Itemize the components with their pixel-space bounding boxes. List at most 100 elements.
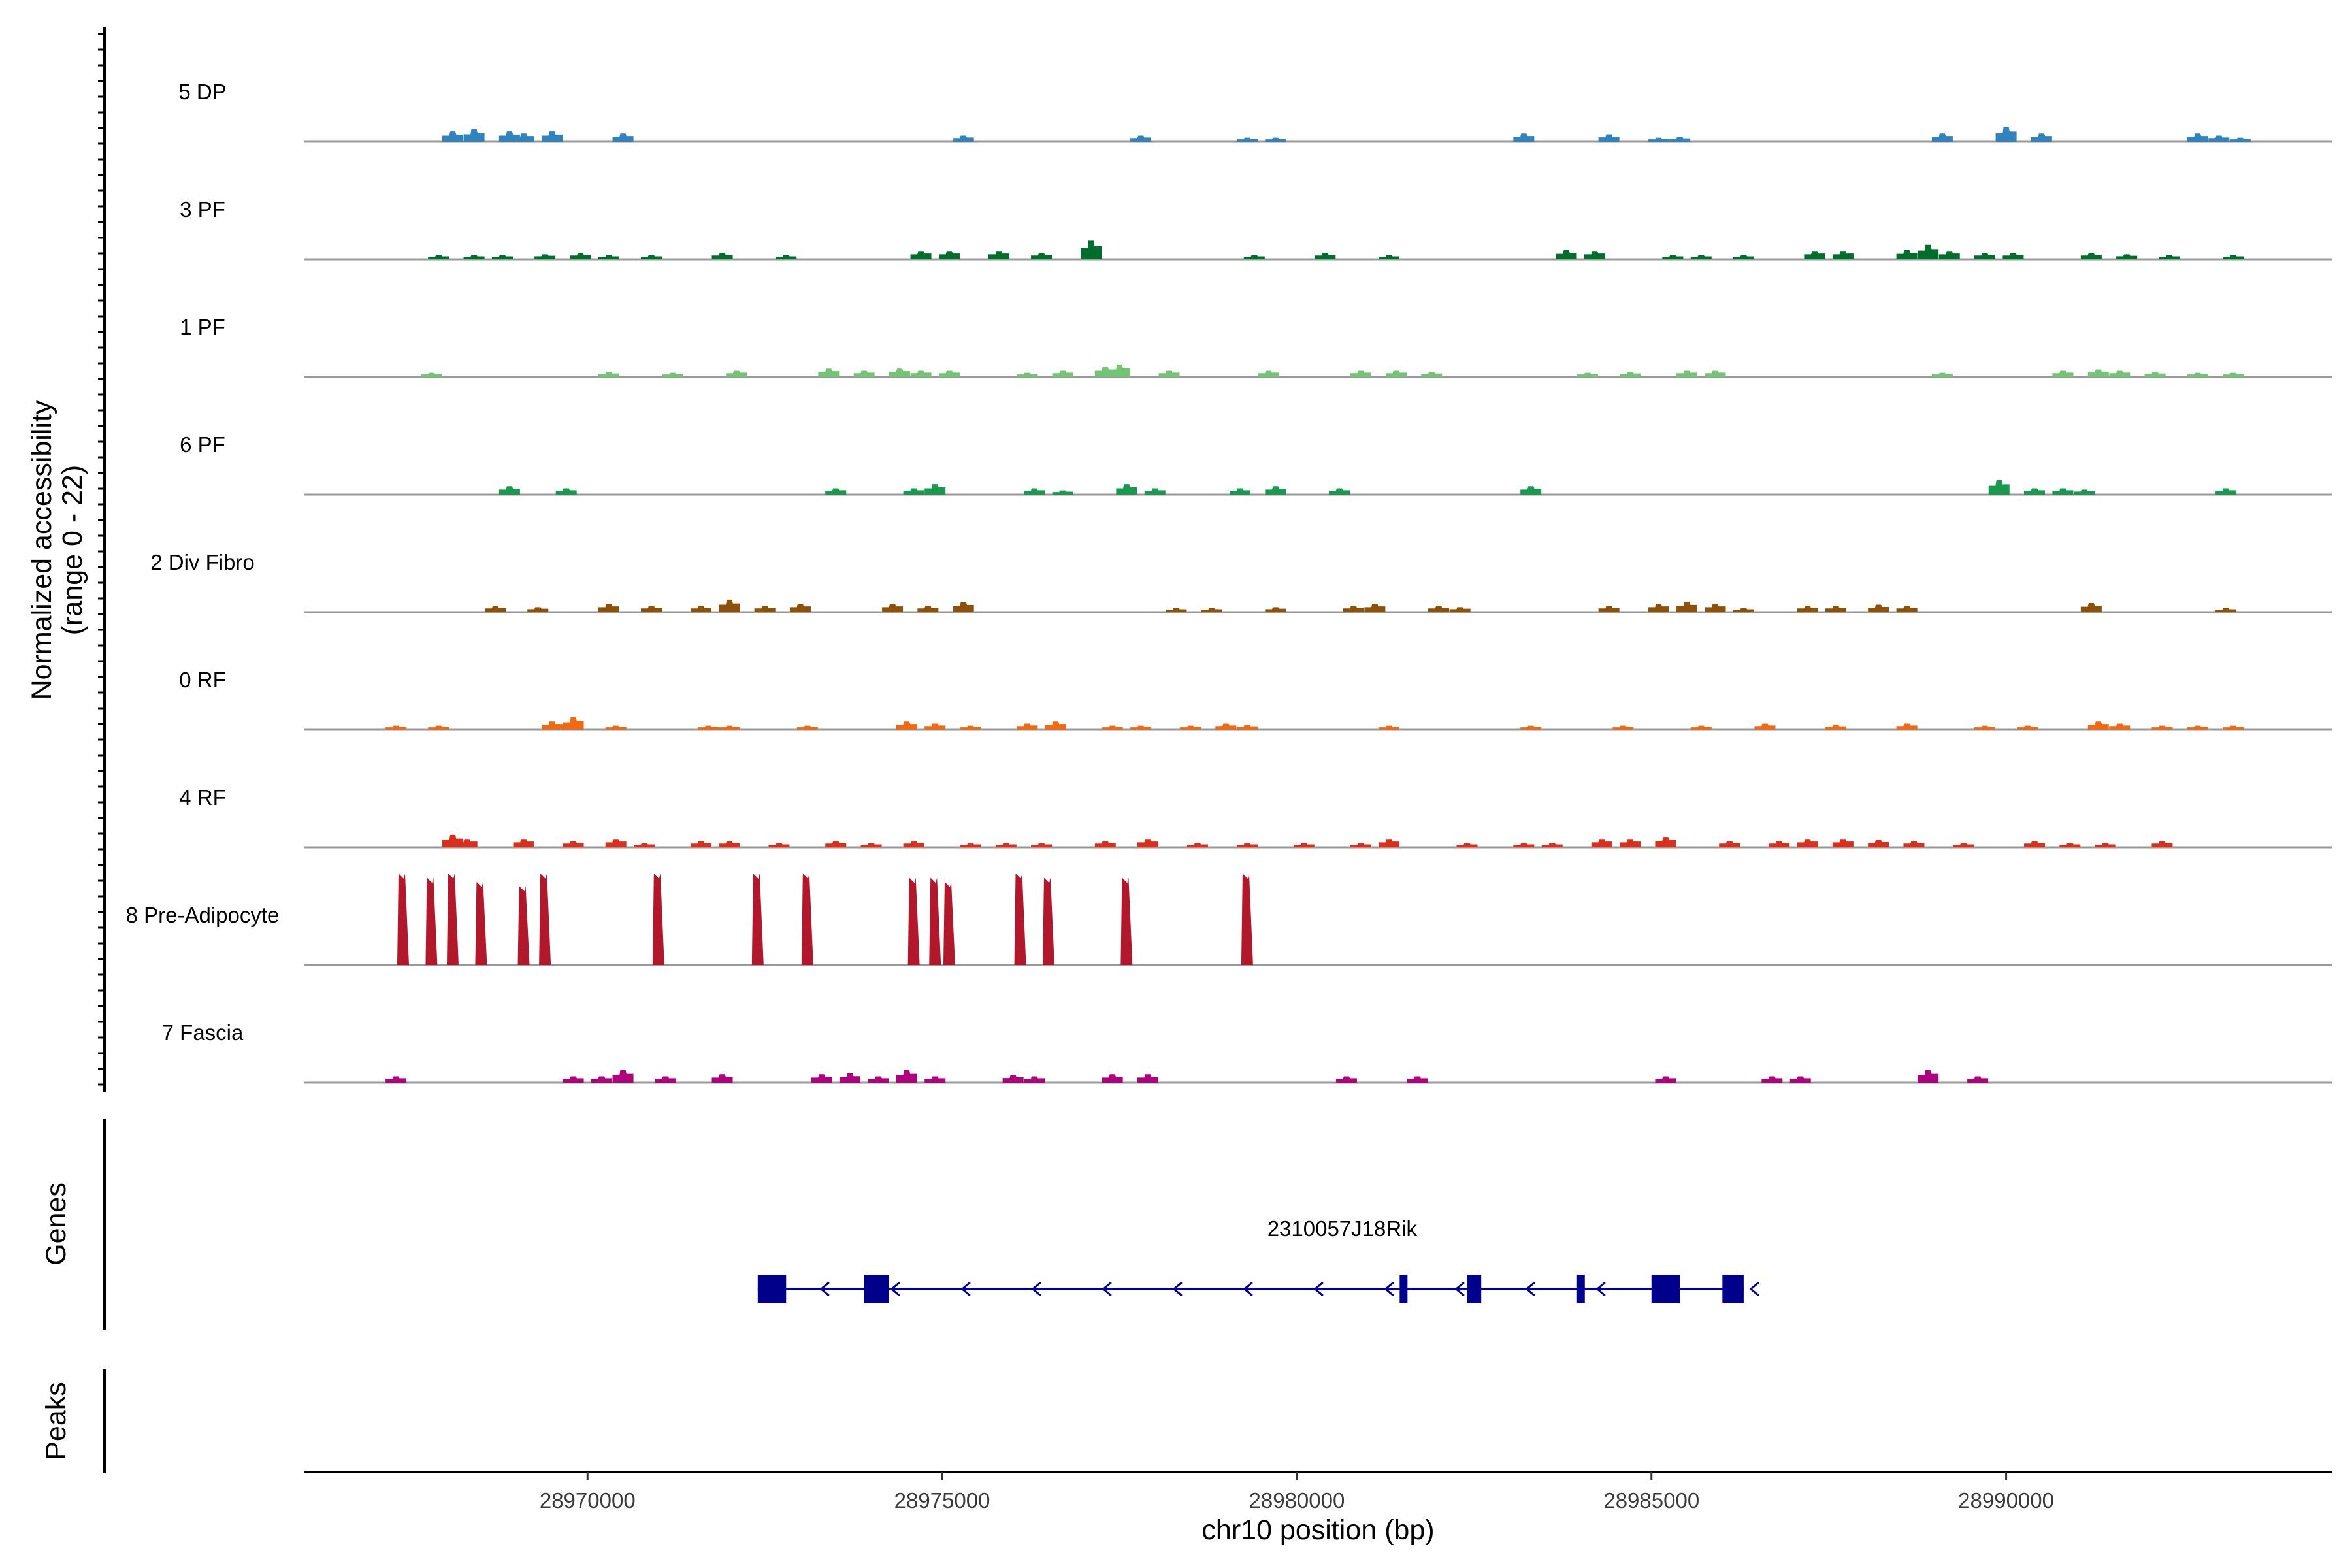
coverage-track: 5 DP [178, 80, 2332, 143]
coverage-peak [768, 843, 790, 847]
coverage-peak [591, 1076, 612, 1083]
coverage-peak [1024, 1076, 1045, 1083]
coverage-y-ticks [98, 33, 105, 1086]
coverage-peak [1350, 370, 1371, 377]
coverage-peak [988, 251, 1009, 259]
coverage-peak [825, 488, 847, 495]
coverage-peak [2024, 488, 2046, 495]
x-tick-label: 28980000 [1249, 1488, 1345, 1512]
coverage-peak [2159, 255, 2180, 259]
coverage-track: 8 Pre-Adipocyte [126, 874, 2332, 966]
coverage-peak [2080, 253, 2102, 259]
coverage-peak [1385, 370, 1407, 377]
coverage-peak [428, 725, 449, 730]
y-axis-title-line-1: Normalized accessibility [26, 400, 57, 700]
strand-arrow [890, 1281, 900, 1297]
coverage-peak [634, 843, 655, 847]
coverage-peak [456, 839, 478, 847]
coverage-peak [1754, 723, 1776, 730]
coverage-peak [917, 606, 939, 612]
coverage-peak [1896, 250, 1918, 259]
strand-arrow [960, 1281, 971, 1297]
coverage-track: 3 PF [180, 197, 2332, 261]
coverage-peak [1130, 725, 1152, 730]
coverage-peak [498, 486, 520, 495]
coverage-peak [754, 606, 776, 612]
strand-arrow [1172, 1281, 1183, 1297]
coverage-peak [2229, 137, 2251, 142]
coverage-peak [605, 725, 627, 730]
coverage-peak [1733, 255, 1754, 259]
coverage-peak [640, 255, 662, 259]
strand-arrow [1454, 1281, 1465, 1297]
coverage-peak [2223, 725, 2244, 730]
coverage-peak [2215, 488, 2237, 495]
coverage-peak [1265, 607, 1286, 612]
coverage-peak [1903, 841, 1925, 847]
coverage-peak [517, 886, 530, 965]
coverage-peak [2087, 369, 2109, 377]
coverage-peak [1236, 137, 1258, 142]
coverage-peak [655, 1076, 676, 1083]
coverage-peak [839, 1073, 860, 1083]
coverage-peak [1456, 843, 1478, 847]
coverage-peak [1428, 606, 1450, 612]
coverage-peak [640, 606, 662, 612]
coverage-peak [1449, 607, 1471, 612]
coverage-peak [1918, 244, 1939, 259]
coverage-peak [1513, 843, 1535, 847]
coverage-peak [868, 1076, 889, 1083]
gene-model[interactable] [757, 1275, 1759, 1303]
gene-exon [1722, 1275, 1744, 1303]
coverage-peak [811, 1074, 832, 1083]
coverage-peak [1591, 839, 1612, 847]
coverage-peak [2024, 841, 2046, 847]
gene-exon [864, 1275, 889, 1303]
coverage-peak [1804, 251, 1825, 259]
coverage-peak [2087, 721, 2109, 730]
coverage-peak [853, 370, 875, 377]
coverage-peak [924, 723, 946, 730]
coverage-peak [1598, 606, 1620, 612]
coverage-track: 6 PF [180, 433, 2332, 496]
coverage-peak [1379, 725, 1400, 730]
gene-name-label: 2310057J18Rik [1267, 1217, 1418, 1241]
coverage-peak [2187, 725, 2208, 730]
coverage-peak [697, 725, 719, 730]
coverage-peak [690, 606, 711, 612]
strand-arrow [1384, 1281, 1394, 1297]
coverage-peak [513, 133, 534, 142]
coverage-peak [385, 1076, 407, 1083]
coverage-peak [1541, 843, 1563, 847]
coverage-peak [425, 877, 438, 965]
coverage-peak [527, 607, 549, 612]
coverage-peak [1953, 843, 1974, 847]
coverage-peak [953, 602, 974, 612]
coverage-peak [421, 372, 442, 377]
coverage-peak [563, 1076, 584, 1083]
coverage-peak [1690, 255, 1712, 259]
track-label: 4 RF [179, 785, 226, 809]
coverage-peak [1102, 1074, 1123, 1083]
coverage-peak [1045, 721, 1066, 730]
coverage-peak [1186, 843, 1208, 847]
coverage-peak [2052, 370, 2074, 377]
coverage-peak [612, 133, 634, 142]
strand-arrow [1595, 1281, 1606, 1297]
coverage-peak [1236, 725, 1258, 730]
coverage-peak [2223, 255, 2244, 259]
strand-arrow [1749, 1281, 1759, 1297]
x-tick-label: 28990000 [1958, 1488, 2054, 1512]
coverage-peak [1052, 370, 1073, 377]
coverage-peak [605, 839, 627, 847]
coverage-peak [662, 372, 683, 377]
coverage-peak [776, 255, 797, 259]
coverage-peak [1669, 137, 1691, 142]
coverage-peak [463, 129, 485, 142]
coverage-peak [929, 877, 941, 965]
coverage-peak [1967, 1076, 1989, 1083]
coverage-peak [2187, 133, 2208, 142]
coverage-peak [1350, 843, 1371, 847]
x-axis: 28970000 28975000 28980000 28985000 28990000… [304, 1471, 2332, 1546]
